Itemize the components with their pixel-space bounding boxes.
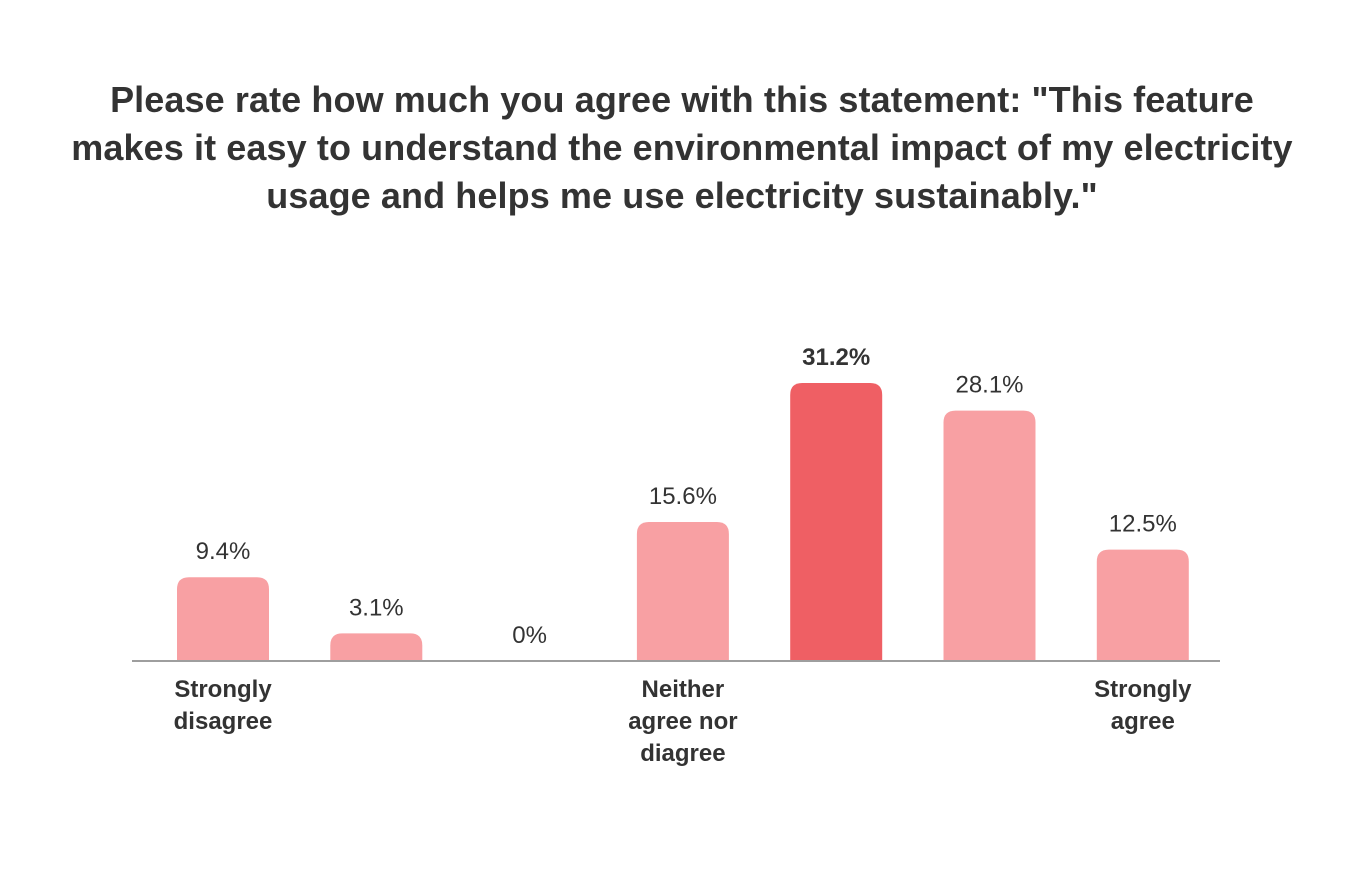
bars-layer xyxy=(177,383,1189,661)
chart-title: Please rate how much you agree with this… xyxy=(71,79,1293,216)
bar xyxy=(330,633,423,661)
data-label: 31.2% xyxy=(802,344,870,371)
x-tick-label: Strongly disagree xyxy=(174,676,273,735)
data-label: 28.1% xyxy=(955,372,1023,399)
x-tick-label-line: Neither xyxy=(642,676,725,703)
bar xyxy=(177,577,269,661)
x-tick-label-line: Strongly xyxy=(1094,676,1192,703)
bar xyxy=(943,410,1036,661)
x-tick-label: Strongly agree xyxy=(1094,676,1192,735)
bar xyxy=(636,522,729,661)
data-label: 0% xyxy=(512,622,547,649)
value-labels-layer: 9.4% 3.1% 0% 15.6% 31.2% 28.1% 12.5% xyxy=(196,344,1177,649)
bar-highlighted xyxy=(790,383,883,661)
data-label: 15.6% xyxy=(649,483,717,510)
x-tick-label-line: disagree xyxy=(174,708,273,735)
x-tick-label-line: agree nor xyxy=(628,708,737,735)
x-tick-label: Neither agree nor diagree xyxy=(628,676,737,767)
x-tick-label-line: agree xyxy=(1111,708,1175,735)
category-labels-layer: Strongly disagree Neither agree nor diagree S… xyxy=(174,676,1192,767)
x-tick-label-line: Strongly xyxy=(174,676,272,703)
x-tick-label-line: diagree xyxy=(640,740,725,767)
data-label: 12.5% xyxy=(1109,511,1177,538)
bar xyxy=(1096,549,1189,661)
data-label: 3.1% xyxy=(349,594,404,621)
data-label: 9.4% xyxy=(196,538,251,565)
